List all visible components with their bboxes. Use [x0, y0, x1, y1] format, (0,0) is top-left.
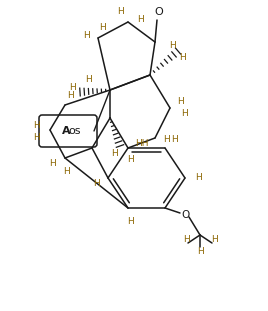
Text: H: H [117, 7, 123, 16]
Text: H: H [67, 91, 73, 100]
FancyBboxPatch shape [39, 115, 97, 147]
Text: H: H [34, 120, 40, 129]
Text: A: A [62, 126, 70, 136]
Text: H: H [211, 235, 217, 244]
Text: H: H [34, 133, 40, 142]
Text: H: H [138, 15, 144, 24]
Text: H: H [100, 22, 106, 31]
Text: H: H [126, 216, 133, 225]
Text: H: H [84, 31, 90, 40]
Text: H: H [93, 179, 99, 188]
Text: H: H [169, 40, 175, 49]
Text: H: H [126, 156, 133, 165]
Text: H: H [197, 247, 203, 256]
Text: O: O [182, 210, 190, 220]
Text: O: O [155, 7, 163, 17]
Text: H: H [196, 174, 202, 183]
Text: H: H [177, 98, 183, 106]
Text: H: H [183, 235, 189, 244]
Text: H: H [85, 76, 91, 85]
Text: H: H [112, 150, 118, 159]
Text: H: H [181, 109, 187, 118]
Text: H: H [69, 83, 75, 92]
Text: os: os [69, 126, 81, 136]
Text: H: H [64, 168, 70, 177]
Text: H: H [50, 159, 56, 168]
Text: H: H [164, 136, 170, 145]
Text: H: H [172, 136, 178, 145]
Text: HH: HH [135, 138, 149, 147]
Text: H: H [179, 53, 185, 62]
